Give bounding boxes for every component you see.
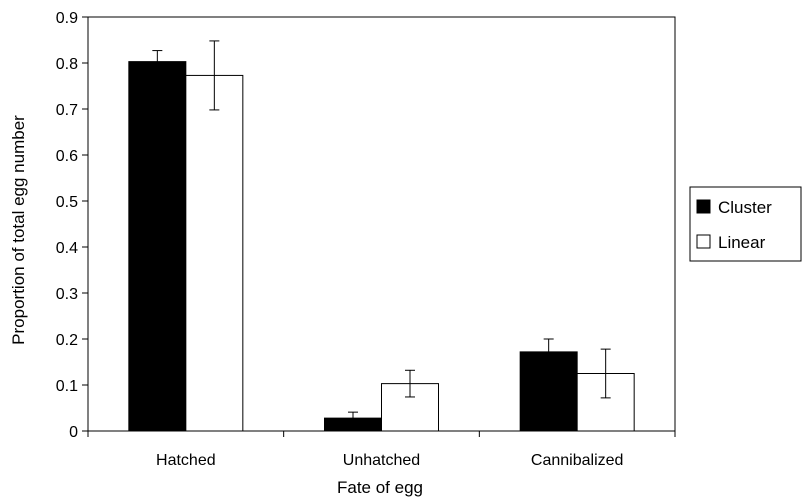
plot-area [87, 16, 676, 432]
x-axis: Hatched Unhatched Cannibalized [87, 430, 676, 469]
bar-linear-hatched [185, 74, 244, 432]
legend-label-cluster: Cluster [718, 198, 772, 217]
legend-label-linear: Linear [718, 233, 766, 252]
bar-cluster-hatched [128, 61, 187, 432]
y-tick-label: 0.8 [56, 56, 78, 73]
y-tick-label: 0.9 [56, 10, 78, 27]
y-axis: 0 0.1 0.2 0.3 0.4 0.5 0.6 0.7 0.8 0.9 [56, 10, 89, 441]
x-tick-label: Cannibalized [531, 452, 624, 469]
x-tick-label: Unhatched [343, 452, 420, 469]
legend-frame [689, 186, 802, 262]
y-tick-label: 0.7 [56, 102, 78, 119]
y-tick-label: 0.6 [56, 148, 78, 165]
y-tick-label: 0.1 [56, 378, 78, 395]
legend: Cluster Linear [689, 186, 802, 262]
y-tick-label: 0 [69, 424, 78, 441]
y-tick-label: 0.3 [56, 286, 78, 303]
y-tick-label: 0.4 [56, 240, 78, 257]
legend-swatch-linear [696, 234, 711, 249]
x-axis-title: Fate of egg [337, 478, 423, 497]
y-axis-title: Proportion of total egg number [9, 115, 28, 345]
y-tick-label: 0.5 [56, 194, 78, 211]
x-tick-label: Hatched [156, 452, 216, 469]
y-tick-label: 0.2 [56, 332, 78, 349]
legend-swatch-cluster [696, 199, 711, 214]
